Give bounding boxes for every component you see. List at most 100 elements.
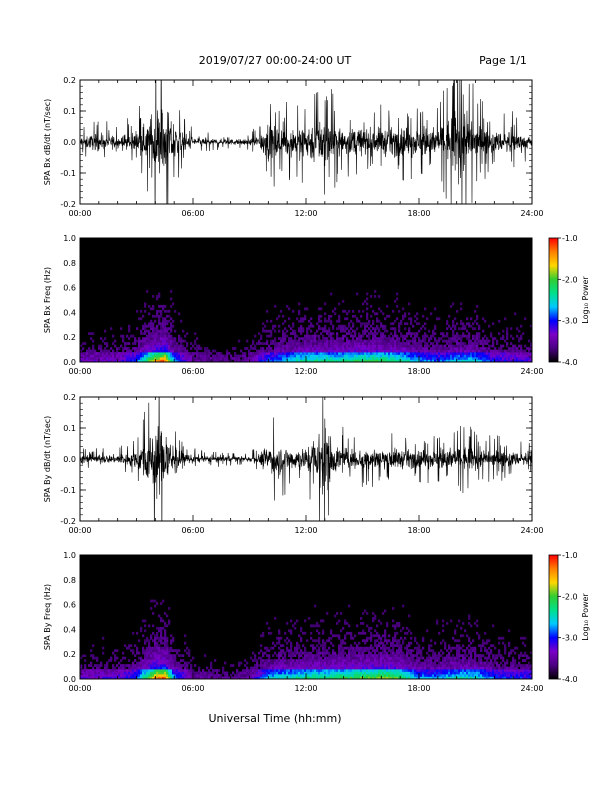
spectrogram-cell [262, 651, 265, 655]
spectrogram-cell [312, 661, 315, 665]
spectrogram-cell [466, 674, 469, 677]
spectrogram-cell [148, 312, 151, 316]
spectrogram-cell [392, 664, 395, 667]
spectrogram-cell [284, 664, 287, 667]
spectrogram-cell [524, 359, 527, 362]
spectrogram-cell [462, 649, 465, 653]
spectrogram-cell [504, 352, 507, 355]
spectrogram-cell [318, 359, 321, 362]
spectrogram-cell [292, 344, 295, 348]
spectrogram-cell [372, 309, 375, 313]
spectrogram-cell [160, 626, 163, 630]
spectrogram-cell [452, 646, 455, 650]
spectrogram-cell [344, 661, 347, 665]
spectrogram-cell [116, 354, 119, 358]
spectrogram-cell [348, 342, 351, 345]
spectrogram-cell [384, 631, 387, 635]
spectrogram-cell [146, 636, 149, 640]
spectrogram-cell [398, 664, 401, 667]
spectrogram-cell [88, 674, 91, 677]
spectrogram-cell [172, 342, 175, 345]
spectrogram-cell [154, 636, 157, 640]
spectrogram-cell [428, 644, 431, 648]
spectrogram-cells [80, 599, 532, 679]
spectrogram-cell [222, 669, 225, 672]
spectrogram-cell [320, 307, 323, 311]
spectrogram-cell [408, 342, 411, 345]
spectrogram-cell [328, 359, 331, 362]
spectrogram-cell [362, 329, 365, 333]
spectrogram-cell [448, 659, 451, 662]
spectrogram-cell [328, 349, 331, 353]
spectrogram-cell [324, 644, 327, 648]
spectrogram-cell [400, 349, 403, 353]
spectrogram-cell [324, 329, 327, 333]
spectrogram-cell [184, 676, 187, 679]
spectrogram-cell [146, 324, 149, 328]
spectrogram-cell [104, 354, 107, 358]
spectrogram-cell [468, 342, 471, 345]
spectrogram-cell [212, 357, 215, 360]
spectrogram-cell [150, 656, 153, 660]
spectrogram-cell [340, 357, 343, 360]
spectrogram-cell [268, 347, 271, 350]
spectrogram-cell [242, 669, 245, 672]
spectrogram-cell [330, 664, 333, 667]
spectrogram-cell [136, 354, 139, 358]
spectrogram-cell [418, 659, 421, 662]
spectrogram-cell [208, 674, 211, 677]
spectrogram-cell [146, 334, 149, 338]
spectrogram-cell [332, 309, 335, 313]
spectrogram-cell [254, 659, 257, 662]
y-tick-label: 0.4 [63, 308, 76, 317]
spectrogram-cell [456, 339, 459, 343]
spectrogram-cell [218, 357, 221, 360]
spectrogram-cell [466, 354, 469, 358]
spectrogram-cell [368, 664, 371, 667]
spectrogram-cell [136, 646, 139, 650]
spectrogram-cell [188, 674, 191, 677]
spectrogram-cell [104, 674, 107, 677]
spectrogram-cell [260, 659, 263, 662]
spectrogram-cell [346, 312, 349, 316]
spectrogram-cell [328, 354, 331, 358]
spectrogram-cell [304, 661, 307, 665]
spectrogram-cell [128, 666, 131, 670]
spectrogram-cell [456, 659, 459, 662]
spectrogram-cell [508, 359, 511, 362]
spectrogram-cell [302, 671, 305, 675]
spectrogram-cell [456, 651, 459, 655]
spectrogram-cell [318, 314, 321, 318]
spectrogram-cell [454, 339, 457, 343]
spectrogram-cell [262, 666, 265, 670]
spectrogram-cell [410, 344, 413, 348]
spectrogram-cell [230, 354, 233, 358]
spectrogram-cell [174, 342, 177, 345]
spectrogram-cell [274, 676, 277, 679]
spectrogram-cell [218, 669, 221, 672]
spectrogram-cell [182, 349, 185, 353]
spectrogram-cell [160, 354, 163, 358]
spectrogram-cell [98, 352, 101, 355]
spectrogram-cell [288, 654, 291, 657]
spectrogram-cell [294, 337, 297, 340]
spectrogram-cell [428, 666, 431, 670]
spectrogram-cell [272, 641, 275, 645]
spectrogram-cell [510, 327, 513, 331]
spectrogram-cell [440, 359, 443, 362]
spectrogram-cell [522, 352, 525, 355]
spectrogram-cell [276, 666, 279, 670]
spectrogram-cell [354, 641, 357, 645]
spectrogram-cell [310, 349, 313, 353]
spectrogram-cell [394, 636, 397, 640]
spectrogram-cell [468, 614, 471, 618]
spectrogram-cell [154, 646, 157, 650]
spectrogram-cell [172, 661, 175, 665]
spectrogram-cell [124, 674, 127, 677]
spectrogram-cell [172, 649, 175, 653]
spectrogram-cell [496, 352, 499, 355]
spectrogram-cell [120, 666, 123, 670]
spectrogram-cell [398, 359, 401, 362]
spectrogram-cell [170, 359, 173, 362]
spectrogram-cell [116, 349, 119, 353]
